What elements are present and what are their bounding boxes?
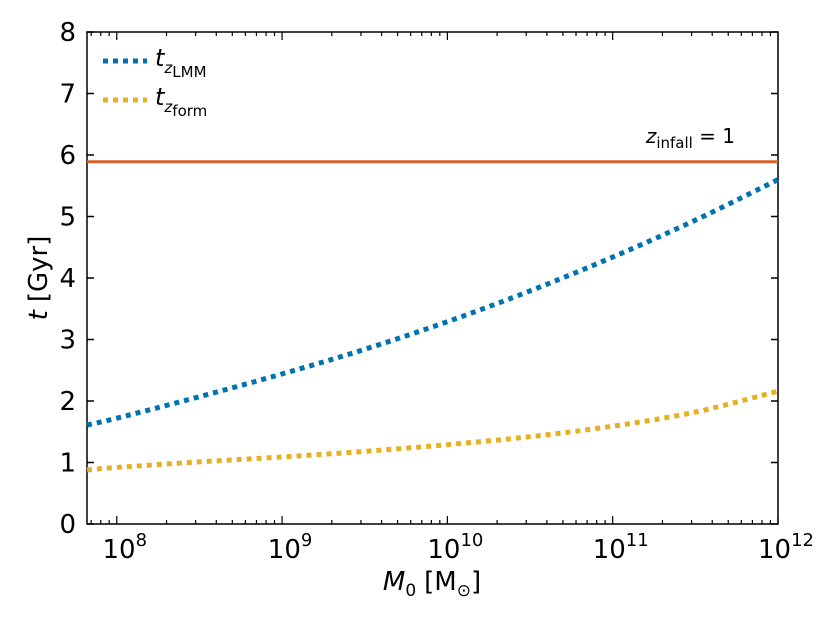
x-tick-label: 1012 bbox=[758, 530, 814, 565]
y-tick-label: 4 bbox=[59, 264, 76, 294]
y-axis-label: t[Gyr] bbox=[24, 236, 54, 321]
x-axis-label: M0 [M⊙] bbox=[383, 567, 481, 601]
annotation-z-infall: zinfall = 1 bbox=[645, 124, 735, 152]
y-tick-label: 5 bbox=[59, 203, 76, 233]
legend-label-t-z-lmm: tzLMM bbox=[155, 44, 207, 81]
series-line-t-z-lmm bbox=[86, 177, 780, 428]
legend: tzLMM tzform bbox=[103, 44, 207, 120]
x-tick-label: 1010 bbox=[427, 530, 483, 565]
y-tick-label: 6 bbox=[59, 141, 76, 171]
y-axis-ticks: 0 1 2 3 4 5 6 7 8 bbox=[59, 18, 778, 540]
x-tick-label: 109 bbox=[268, 530, 313, 565]
legend-label-t-z-form: tzform bbox=[155, 83, 207, 120]
x-tick-label: 108 bbox=[102, 530, 147, 565]
y-tick-label: 8 bbox=[59, 18, 76, 48]
x-axis-ticks: 108 109 1010 1011 1012 bbox=[90, 32, 814, 565]
y-tick-label: 1 bbox=[59, 449, 76, 479]
y-tick-label: 3 bbox=[59, 326, 76, 356]
y-tick-label: 0 bbox=[59, 510, 76, 540]
y-tick-label: 2 bbox=[59, 387, 76, 417]
y-tick-label: 7 bbox=[59, 80, 76, 110]
series-line-t-z-form bbox=[86, 388, 779, 473]
x-tick-label: 1011 bbox=[593, 530, 649, 565]
